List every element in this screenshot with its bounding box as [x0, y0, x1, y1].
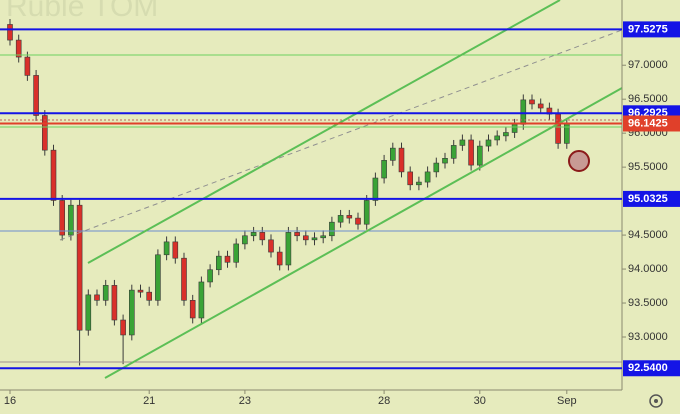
candle-body [85, 294, 92, 331]
trend-line [59, 29, 623, 241]
price-level-tag [623, 115, 680, 132]
y-tick-label: 94.5000 [628, 229, 668, 241]
candle-body [50, 149, 57, 201]
candle-body [459, 139, 466, 146]
candle-body [216, 255, 222, 271]
price-level-tag [623, 21, 680, 38]
candle-body [94, 294, 100, 301]
candle-body [146, 291, 152, 301]
candle-body [407, 171, 414, 186]
candle-body [520, 99, 527, 125]
candle-body [7, 24, 13, 41]
x-tick-label: 30 [474, 395, 486, 407]
candle-body [355, 217, 361, 225]
candle-body [468, 139, 474, 166]
candle-body [198, 281, 205, 319]
candle-body [15, 39, 22, 58]
x-tick-label: Sep [557, 395, 577, 407]
y-tick-label: 96.5000 [628, 93, 668, 105]
candle-body [476, 145, 483, 166]
candle-body [172, 241, 179, 259]
candle-body [485, 139, 492, 147]
candle-body [442, 158, 448, 164]
candle-body [129, 289, 135, 336]
drawings [0, 0, 623, 379]
price-level-label: 96.1425 [628, 117, 668, 129]
candle-body [363, 200, 370, 225]
candle-body [189, 300, 196, 319]
candle-body [389, 147, 396, 161]
candle-body [337, 215, 344, 223]
candle-body [494, 135, 501, 141]
candle-body [268, 239, 274, 253]
candle-body [276, 251, 283, 266]
price-level-label: 95.0325 [628, 193, 668, 205]
settings-icon[interactable] [649, 394, 663, 408]
candle-body [424, 171, 431, 183]
y-tick-label: 95.5000 [628, 161, 668, 173]
gear[interactable] [649, 394, 663, 408]
candle-body [285, 232, 292, 266]
gear-center[interactable] [654, 399, 658, 403]
candle-body [259, 232, 266, 241]
target-marker [568, 150, 590, 172]
candle-body [41, 115, 48, 151]
x-tick-label: 21 [143, 395, 155, 407]
candle-body [33, 75, 39, 116]
candle-body [207, 269, 213, 283]
candle-body [155, 254, 161, 301]
y-tick-label: 93.0000 [628, 331, 668, 343]
candle-body [320, 235, 327, 239]
candle-body [433, 162, 440, 173]
x-tick-label: 28 [378, 395, 390, 407]
candle-body [137, 289, 144, 293]
candle-body [111, 285, 118, 321]
candle-body [120, 319, 126, 336]
candle-body [372, 177, 379, 201]
y-tick-label: 93.5000 [628, 297, 668, 309]
candle-body [416, 181, 422, 186]
x-tick-label: 16 [4, 395, 16, 407]
candle-body [503, 132, 509, 137]
channel-line [104, 87, 623, 379]
candle-body [68, 204, 74, 236]
candle-body [529, 99, 535, 105]
y-tick-label: 98.0000 [628, 0, 668, 3]
x-tick-label: 23 [239, 395, 251, 407]
candle-body [398, 147, 405, 173]
y-tick-label: 97.0000 [628, 59, 668, 71]
candle-body [294, 232, 300, 237]
candle-body [242, 235, 248, 245]
plot-area [7, 19, 570, 366]
candle-body [381, 160, 387, 179]
candle-body [302, 235, 309, 241]
candle-body [346, 215, 353, 219]
price-level-tag [623, 360, 680, 377]
candle-body [537, 103, 544, 109]
candle-body [555, 113, 561, 144]
candle-body [311, 237, 318, 241]
candle-body [329, 221, 335, 237]
candle-body [250, 232, 257, 237]
candle-body [102, 285, 109, 301]
candle-body [59, 200, 66, 236]
price-level-label: 97.5275 [628, 23, 668, 35]
candle-body [181, 257, 187, 301]
candle-body [511, 124, 518, 133]
watermark-title: Ruble TOM [6, 0, 158, 23]
candle-body [450, 145, 457, 159]
channel-line [87, 0, 561, 264]
price-level-label: 92.5400 [628, 362, 668, 374]
candle-body [24, 56, 31, 76]
candle-body [233, 243, 239, 263]
candle-body [163, 241, 170, 256]
price-level-tag [623, 190, 680, 207]
candle-body [224, 255, 231, 263]
y-tick-label: 94.0000 [628, 263, 668, 275]
candle-body [76, 204, 83, 331]
